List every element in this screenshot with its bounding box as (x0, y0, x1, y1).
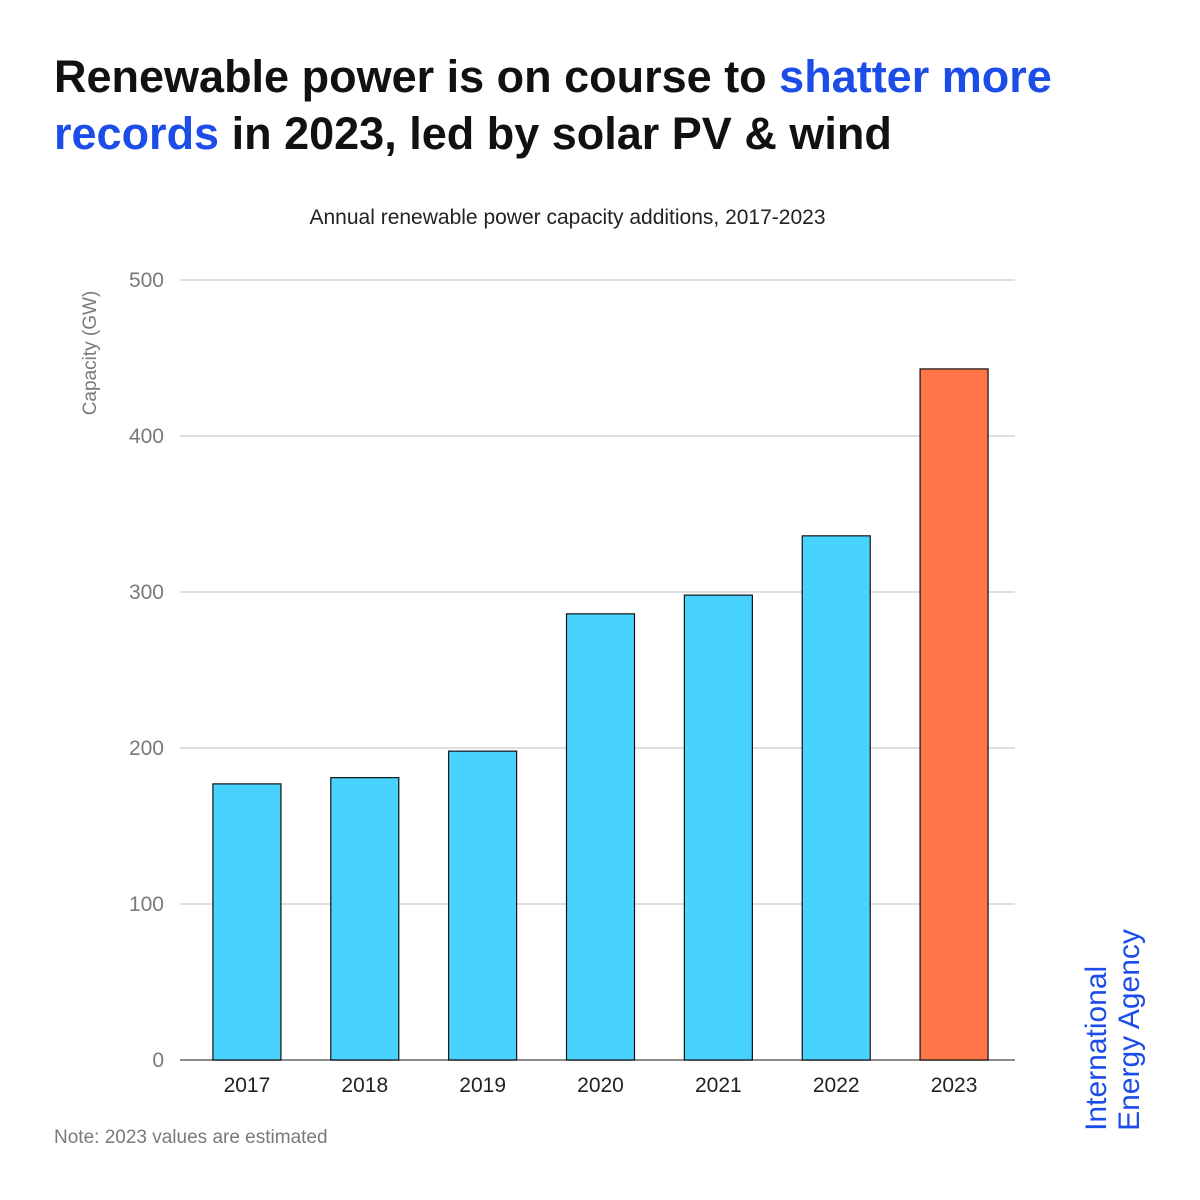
logo-line-1: International (1080, 965, 1113, 1131)
x-tick-label: 2021 (695, 1074, 742, 1097)
bar-2022 (801, 535, 871, 1061)
y-axis-label: Capacity (GW) (80, 290, 101, 416)
y-tick-label: 500 (129, 269, 164, 292)
headline-part1: Renewable power is on course to (54, 51, 780, 102)
bar-2019 (448, 750, 518, 1061)
y-tick-label: 400 (129, 425, 164, 448)
bar-2017 (212, 783, 282, 1061)
x-tick-label: 2018 (341, 1074, 388, 1097)
x-tick-label: 2023 (931, 1074, 978, 1097)
bar-2023 (919, 368, 989, 1061)
y-tick-label: 100 (129, 893, 164, 916)
x-tick-label: 2022 (813, 1074, 860, 1097)
x-tick-label: 2020 (577, 1074, 624, 1097)
y-tick-label: 200 (129, 737, 164, 760)
headline-highlight: shatter more records (54, 51, 1052, 159)
footnote: Note: 2023 values are estimated (54, 1127, 328, 1148)
headline-part2: in 2023, led by solar PV & wind (219, 108, 892, 159)
bar-2021 (683, 594, 753, 1061)
iea-logo: International Energy Agency (1080, 929, 1146, 1131)
bar-2020 (565, 613, 636, 1061)
x-tick-label: 2017 (224, 1074, 271, 1097)
bar-2018 (330, 777, 400, 1061)
y-tick-label: 0 (152, 1049, 164, 1072)
x-tick-label: 2019 (459, 1074, 506, 1097)
chart-title: Annual renewable power capacity addition… (309, 206, 826, 229)
logo-line-2: Energy Agency (1113, 929, 1146, 1131)
y-tick-label: 300 (129, 581, 164, 604)
headline: Renewable power is on course to shatter … (54, 48, 1154, 162)
